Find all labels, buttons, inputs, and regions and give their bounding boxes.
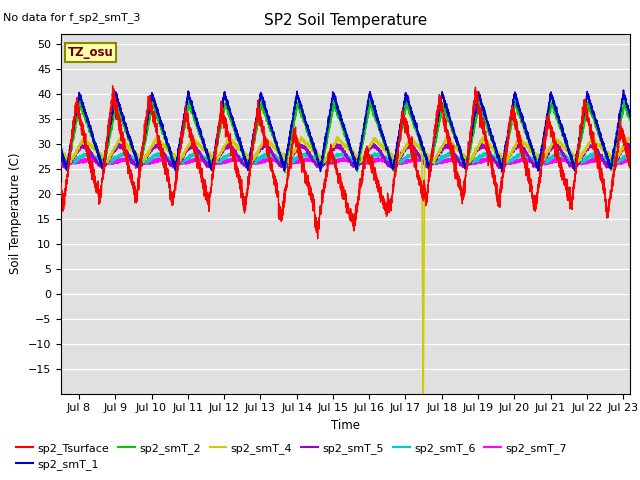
sp2_smT_6 [399,157,406,163]
sp2_Tsurface [314,236,321,241]
Line: sp2_smT_2: sp2_smT_2 [61,101,630,172]
sp2_smT_6 [482,150,490,156]
sp2_smT_7 [428,159,435,165]
sp2_smT_5 [57,160,65,166]
sp2_smT_6 [175,162,183,168]
sp2_Tsurface [428,150,435,156]
Line: sp2_smT_4: sp2_smT_4 [61,136,630,394]
sp2_smT_4 [419,391,427,396]
sp2_smT_2 [281,169,289,175]
sp2_smT_6 [627,151,634,156]
Line: sp2_smT_7: sp2_smT_7 [61,158,630,164]
sp2_smT_4 [275,147,282,153]
sp2_Tsurface [161,156,168,162]
sp2_smT_6 [57,156,65,162]
sp2_smT_7 [482,156,490,162]
sp2_smT_5 [161,150,168,156]
sp2_smT_1 [399,111,406,117]
sp2_smT_7 [541,161,549,167]
sp2_smT_1 [620,87,627,93]
sp2_smT_2 [428,159,435,165]
sp2_smT_5 [482,144,490,150]
sp2_smT_7 [627,156,634,162]
sp2_smT_4 [189,133,196,139]
sp2_Tsurface [57,181,65,187]
sp2_smT_2 [627,118,634,124]
sp2_smT_2 [525,141,533,147]
sp2_Tsurface [482,133,490,139]
sp2_smT_4 [482,138,490,144]
sp2_smT_2 [161,136,168,142]
sp2_smT_2 [482,119,490,124]
X-axis label: Time: Time [331,419,360,432]
sp2_smT_7 [57,157,65,163]
sp2_smT_2 [76,98,84,104]
sp2_smT_7 [275,157,282,163]
sp2_smT_7 [399,159,406,165]
sp2_smT_1 [627,111,634,117]
sp2_Tsurface [627,159,634,165]
Line: sp2_Tsurface: sp2_Tsurface [61,86,630,239]
sp2_smT_5 [428,160,435,166]
Line: sp2_smT_5: sp2_smT_5 [61,143,630,168]
Line: sp2_smT_1: sp2_smT_1 [61,90,630,172]
sp2_smT_6 [161,151,168,156]
sp2_Tsurface [109,83,116,89]
sp2_smT_1 [57,147,65,153]
sp2_smT_1 [482,114,490,120]
sp2_smT_1 [428,156,435,162]
sp2_smT_7 [525,158,533,164]
sp2_smT_1 [275,145,282,151]
sp2_smT_4 [57,146,65,152]
Text: No data for f_sp2_smT_3: No data for f_sp2_smT_3 [3,12,141,23]
sp2_smT_7 [161,156,168,162]
Title: SP2 Soil Temperature: SP2 Soil Temperature [264,13,428,28]
sp2_smT_2 [275,147,282,153]
sp2_smT_4 [428,156,435,162]
sp2_smT_4 [161,143,168,148]
sp2_smT_7 [451,155,458,161]
Y-axis label: Soil Temperature (C): Soil Temperature (C) [9,153,22,275]
sp2_smT_4 [399,149,406,155]
sp2_smT_6 [411,149,419,155]
Line: sp2_smT_6: sp2_smT_6 [61,152,630,165]
sp2_smT_2 [57,148,65,154]
sp2_smT_6 [428,159,435,165]
sp2_Tsurface [525,180,533,186]
sp2_smT_5 [275,159,282,165]
Legend: sp2_Tsurface, sp2_smT_1, sp2_smT_2, sp2_smT_4, sp2_smT_5, sp2_smT_6, sp2_smT_7: sp2_Tsurface, sp2_smT_1, sp2_smT_2, sp2_… [12,438,572,474]
Text: TZ_osu: TZ_osu [68,46,113,59]
sp2_smT_2 [399,122,406,128]
sp2_smT_4 [525,144,533,150]
sp2_smT_6 [275,157,282,163]
sp2_smT_4 [627,138,634,144]
sp2_smT_5 [399,150,406,156]
sp2_smT_6 [525,155,533,160]
sp2_smT_1 [525,136,533,142]
sp2_Tsurface [399,107,406,112]
sp2_smT_1 [161,131,168,137]
sp2_smT_5 [525,156,533,161]
sp2_smT_5 [570,166,577,171]
sp2_smT_5 [627,144,634,149]
sp2_Tsurface [275,214,282,219]
sp2_smT_1 [498,169,506,175]
sp2_smT_5 [408,140,415,146]
